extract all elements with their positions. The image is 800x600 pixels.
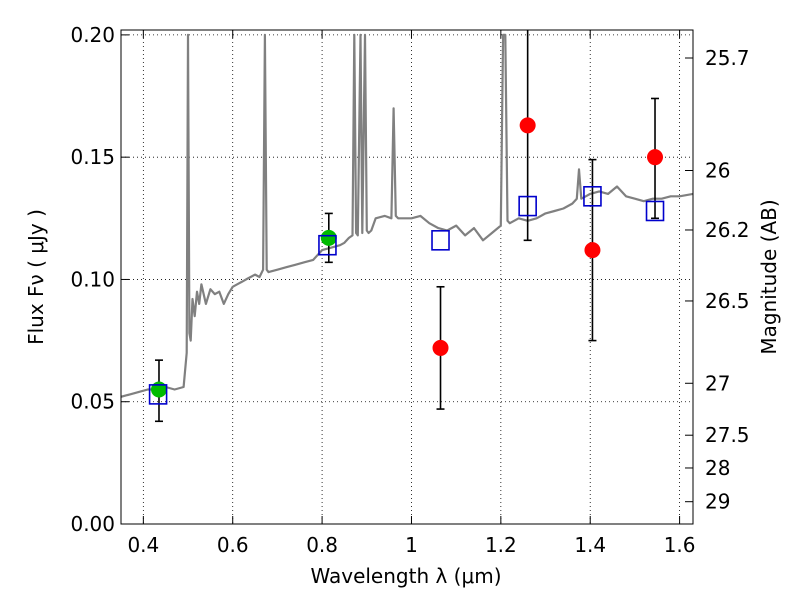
model-point (148, 384, 168, 405)
spectrum-line (121, 33, 693, 398)
mag-tick-label: 26.2 (705, 218, 750, 242)
model-point (583, 185, 602, 207)
y-tick-label: 0.00 (70, 512, 115, 536)
mag-tick-label: 26 (705, 159, 730, 183)
y-axis-label: Flux Fν ( μJy ) (24, 209, 48, 345)
mag-tick-label: 27 (705, 371, 730, 395)
model-point (318, 234, 337, 256)
data-point (519, 117, 536, 134)
data-point (647, 149, 664, 166)
y-tick-label: 0.15 (70, 145, 115, 169)
model-point (518, 195, 537, 217)
data-point (584, 242, 601, 259)
model-point (645, 200, 665, 222)
y-tick-label: 0.05 (70, 390, 115, 414)
x-tick-label: 1.4 (574, 533, 606, 557)
x-tick-label: 1 (405, 533, 418, 557)
plot-area (121, 30, 693, 423)
mag-tick-label: 25.7 (705, 46, 750, 70)
x-tick-label: 1.6 (664, 533, 696, 557)
mag-tick-label: 26.5 (705, 289, 750, 313)
x-tick-label: 0.6 (217, 533, 249, 557)
plot-frame (120, 29, 694, 525)
y-tick-label: 0.20 (70, 23, 115, 47)
x-tick-label: 0.4 (127, 533, 159, 557)
mag-tick-label: 29 (705, 490, 730, 514)
axes: 0.4 0.6 0.8 1 1.2 1.4 1.6 0.00 0.05 0.10 0.15 0.20 2… (70, 23, 749, 557)
x-axis-label: Wavelength λ (μm) (310, 564, 501, 588)
data-point (320, 229, 337, 246)
data-point (432, 339, 449, 356)
y-tick-label: 0.10 (70, 267, 115, 291)
mag-tick-label: 27.5 (705, 423, 750, 447)
model-point (431, 230, 450, 251)
y2-axis-label: Magnitude (AB) (757, 199, 781, 354)
mag-tick-label: 28 (705, 456, 730, 480)
x-tick-label: 1.2 (485, 533, 517, 557)
x-tick-label: 0.8 (306, 533, 338, 557)
